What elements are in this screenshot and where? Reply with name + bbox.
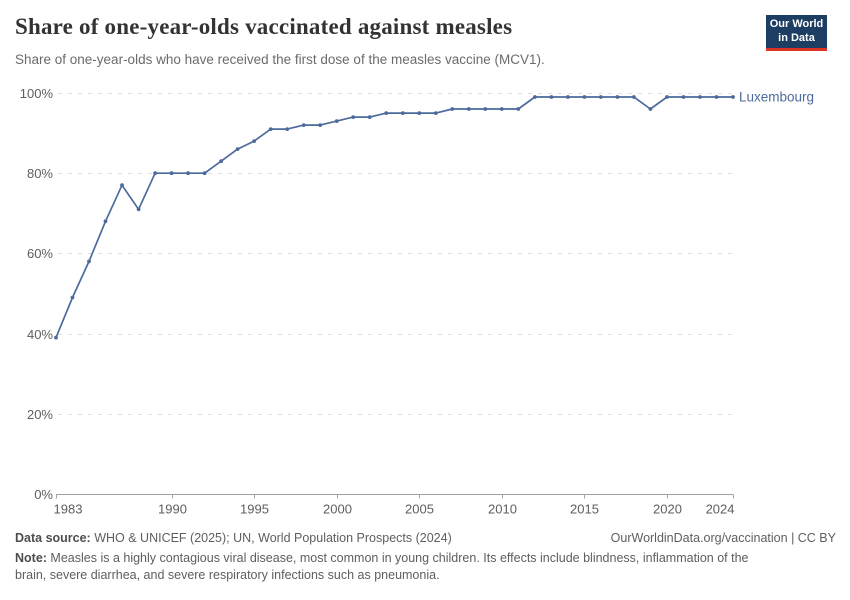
- data-point[interactable]: [153, 171, 158, 176]
- data-point[interactable]: [648, 107, 653, 111]
- data-point[interactable]: [400, 111, 405, 115]
- data-point[interactable]: [334, 119, 339, 123]
- data-point[interactable]: [120, 183, 124, 188]
- data-point[interactable]: [351, 115, 356, 119]
- footer-note: Note: Measles is a highly contagious vir…: [15, 550, 783, 584]
- data-point[interactable]: [103, 219, 108, 224]
- x-tick-label: 2024: [706, 502, 735, 517]
- data-point[interactable]: [433, 111, 438, 115]
- data-point[interactable]: [70, 295, 75, 300]
- data-point[interactable]: [599, 95, 603, 99]
- data-point[interactable]: [87, 259, 91, 264]
- y-tick-label: 0%: [34, 487, 53, 502]
- data-point[interactable]: [417, 111, 422, 115]
- data-point[interactable]: [136, 207, 141, 212]
- note-label: Note:: [15, 551, 47, 565]
- data-point[interactable]: [533, 95, 537, 99]
- data-point[interactable]: [268, 127, 273, 131]
- x-tick-label: 2020: [653, 502, 682, 517]
- chart-subtitle: Share of one-year-olds who have received…: [15, 52, 545, 67]
- note-text: Measles is a highly contagious viral dis…: [15, 551, 749, 582]
- data-point[interactable]: [615, 95, 620, 99]
- data-point[interactable]: [450, 107, 455, 111]
- data-point[interactable]: [566, 95, 570, 99]
- data-point[interactable]: [285, 127, 290, 131]
- data-point[interactable]: [219, 159, 224, 164]
- data-point[interactable]: [582, 95, 587, 99]
- data-point[interactable]: [483, 107, 488, 111]
- data-point[interactable]: [698, 95, 702, 99]
- series-line[interactable]: [55, 96, 734, 339]
- x-tick-label: 1990: [158, 502, 187, 517]
- y-tick-label: 20%: [27, 407, 53, 422]
- data-point[interactable]: [714, 95, 719, 99]
- data-point[interactable]: [318, 123, 323, 127]
- series-end-label[interactable]: Luxembourg: [739, 90, 814, 105]
- owid-logo-line2: in Data: [778, 31, 815, 44]
- data-point[interactable]: [301, 123, 306, 127]
- data-point[interactable]: [235, 147, 240, 152]
- datasource-text: WHO & UNICEF (2025); UN, World Populatio…: [90, 531, 452, 545]
- data-point[interactable]: [54, 335, 58, 340]
- y-tick-label: 40%: [27, 327, 53, 342]
- data-point[interactable]: [516, 107, 521, 111]
- data-point[interactable]: [731, 95, 735, 99]
- data-point[interactable]: [186, 171, 191, 176]
- datasource-label: Data source:: [15, 531, 91, 545]
- data-point[interactable]: [681, 95, 686, 99]
- owid-logo-line1: Our World: [769, 18, 824, 30]
- data-point[interactable]: [169, 171, 174, 176]
- data-point[interactable]: [367, 115, 372, 119]
- data-point[interactable]: [466, 107, 471, 111]
- x-tick-label: 2005: [405, 502, 434, 517]
- data-point[interactable]: [665, 95, 669, 99]
- x-tick-label: 2010: [488, 502, 517, 517]
- y-tick-label: 60%: [27, 246, 53, 261]
- y-tick-label: 100%: [20, 86, 54, 101]
- x-tick-label: 1983: [54, 502, 83, 517]
- x-tick-label: 2015: [570, 502, 599, 517]
- data-point[interactable]: [632, 95, 636, 99]
- data-point[interactable]: [384, 111, 389, 115]
- footer-rights-link[interactable]: OurWorldinData.org/vaccination | CC BY: [610, 531, 836, 545]
- y-tick-label: 80%: [27, 166, 53, 181]
- footer-datasource: Data source: WHO & UNICEF (2025); UN, Wo…: [15, 531, 452, 545]
- data-point[interactable]: [549, 95, 554, 99]
- data-point[interactable]: [252, 139, 256, 144]
- x-tick-label: 2000: [323, 502, 352, 517]
- page-title: Share of one-year-olds vaccinated agains…: [15, 14, 513, 39]
- x-tick-label: 1995: [240, 502, 269, 517]
- data-point[interactable]: [499, 107, 504, 111]
- owid-logo[interactable]: Our World in Data: [766, 15, 827, 51]
- data-point[interactable]: [202, 171, 207, 176]
